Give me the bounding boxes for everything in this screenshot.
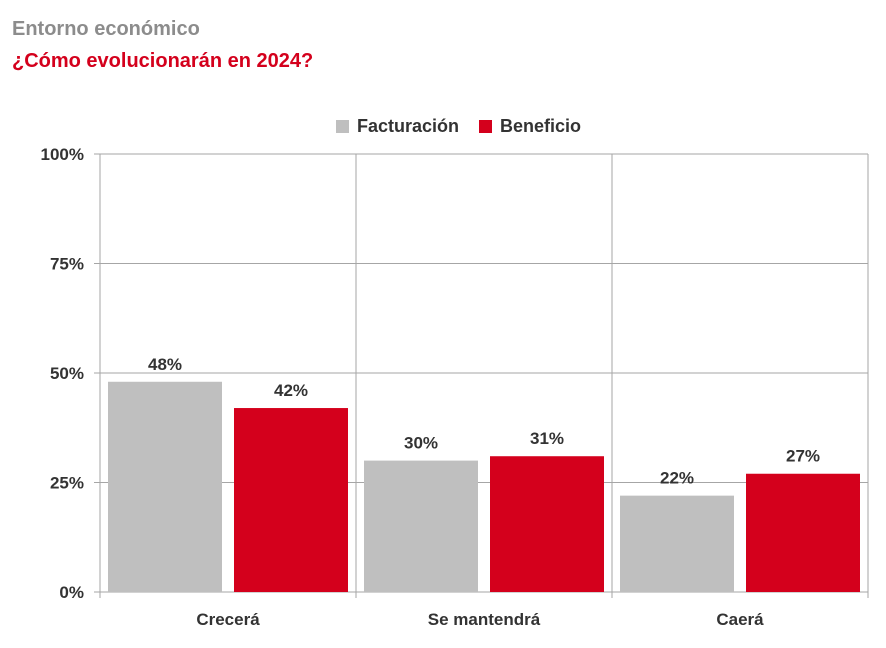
legend-label-facturacion: Facturación <box>357 116 460 136</box>
bar-beneficio <box>234 408 348 592</box>
y-tick-label: 100% <box>41 145 84 164</box>
bar-beneficio <box>746 473 860 592</box>
legend-swatch-beneficio <box>479 120 493 133</box>
chart-title: ¿Cómo evolucionarán en 2024? <box>12 50 314 72</box>
legend-swatch-facturacion <box>336 120 349 133</box>
x-category-label: Se mantendrá <box>428 610 541 629</box>
y-tick-label: 0% <box>59 583 84 602</box>
bar-facturacion <box>364 460 478 592</box>
data-label-beneficio: 31% <box>530 429 564 448</box>
data-label-beneficio: 42% <box>274 381 308 400</box>
bars <box>108 381 860 592</box>
grid <box>94 153 869 598</box>
labels: 0% 25% 50% 75% 100% 48% 42% Crecerá 30% 31% Se man… <box>41 145 821 629</box>
bar-beneficio <box>490 456 604 592</box>
chart-legend: Facturación Beneficio <box>336 116 601 137</box>
legend-item-beneficio: Beneficio <box>479 116 581 137</box>
y-tick-label: 75% <box>50 255 84 274</box>
x-category-label: Crecerá <box>196 610 260 629</box>
bar-facturacion <box>620 495 734 592</box>
legend-item-facturacion: Facturación <box>336 116 459 137</box>
data-label-facturacion: 22% <box>660 469 694 488</box>
legend-label-beneficio: Beneficio <box>500 116 582 136</box>
y-tick-label: 25% <box>50 474 84 493</box>
data-label-facturacion: 48% <box>148 355 182 374</box>
data-label-facturacion: 30% <box>404 434 438 453</box>
chart-supertitle: Entorno económico <box>12 18 200 40</box>
y-tick-label: 50% <box>50 364 84 383</box>
bar-facturacion <box>108 381 222 592</box>
data-label-beneficio: 27% <box>786 447 820 466</box>
x-category-label: Caerá <box>716 610 764 629</box>
